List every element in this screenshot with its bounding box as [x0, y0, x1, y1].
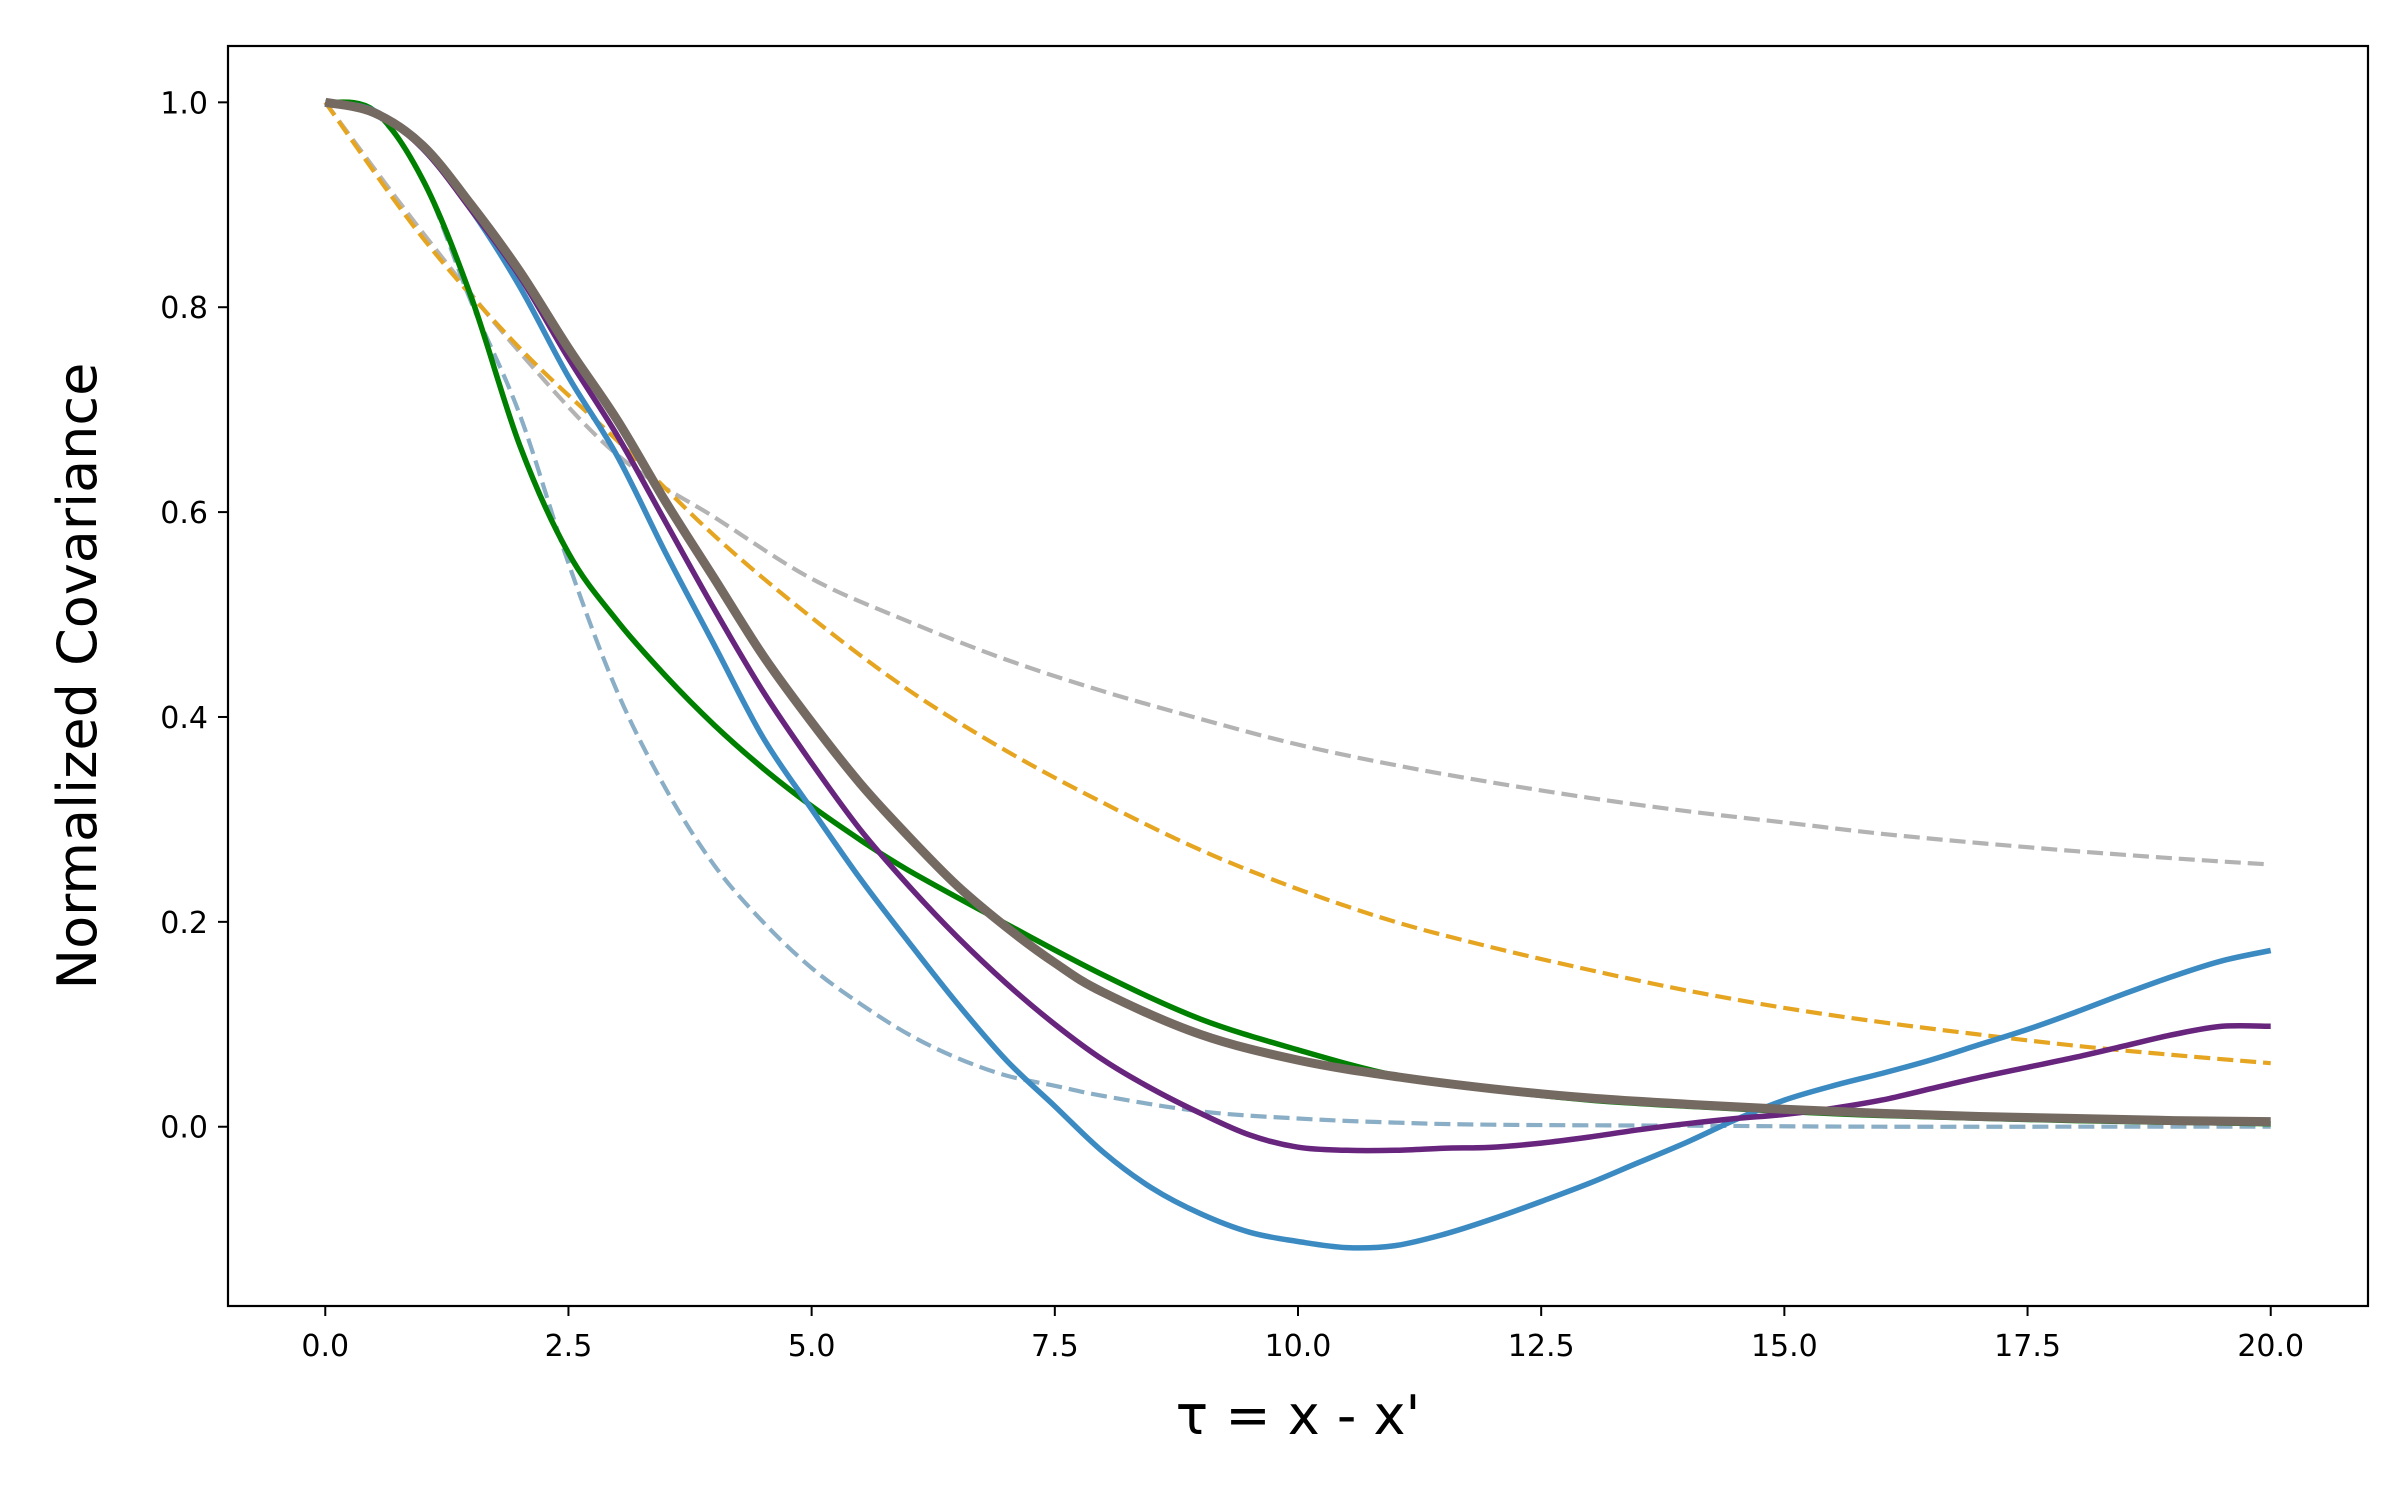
- y-axis-ticks: 0.0 0.2 0.4 0.6 0.8 1.0: [160, 86, 228, 1146]
- y-tick-label: 0.4: [160, 701, 208, 736]
- y-tick-label: 0.6: [160, 496, 208, 531]
- series-layer: [323, 97, 2272, 1251]
- x-axis-label: τ = x - x': [1176, 1384, 1421, 1447]
- series-line-7: [324, 97, 2271, 1127]
- series-line-1: [323, 101, 2271, 867]
- y-tick-label: 0.0: [160, 1111, 208, 1146]
- y-tick-label: 1.0: [160, 86, 208, 121]
- series-line-6: [324, 99, 2271, 1154]
- x-tick-label: 15.0: [1751, 1329, 1818, 1364]
- x-tick-label: 2.5: [545, 1329, 593, 1364]
- y-tick-label: 0.8: [160, 291, 208, 326]
- y-tick-label: 0.2: [160, 906, 208, 941]
- x-tick-label: 7.5: [1031, 1329, 1079, 1364]
- x-tick-label: 5.0: [788, 1329, 836, 1364]
- y-axis-label: Normalized Covariance: [46, 363, 109, 990]
- x-tick-label: 12.5: [1508, 1329, 1575, 1364]
- series-line-5: [324, 99, 2272, 1251]
- series-line-4: [324, 99, 2271, 1127]
- x-tick-label: 20.0: [2237, 1329, 2304, 1364]
- series-line-3: [324, 100, 2271, 1129]
- x-tick-label: 0.0: [301, 1329, 349, 1364]
- x-tick-label: 10.0: [1265, 1329, 1332, 1364]
- x-axis-ticks: 0.0 2.5 5.0 7.5 10.0 12.5 15.0 17.5 20.0: [301, 1306, 2304, 1364]
- x-tick-label: 17.5: [1994, 1329, 2061, 1364]
- series-line-2: [323, 101, 2271, 1066]
